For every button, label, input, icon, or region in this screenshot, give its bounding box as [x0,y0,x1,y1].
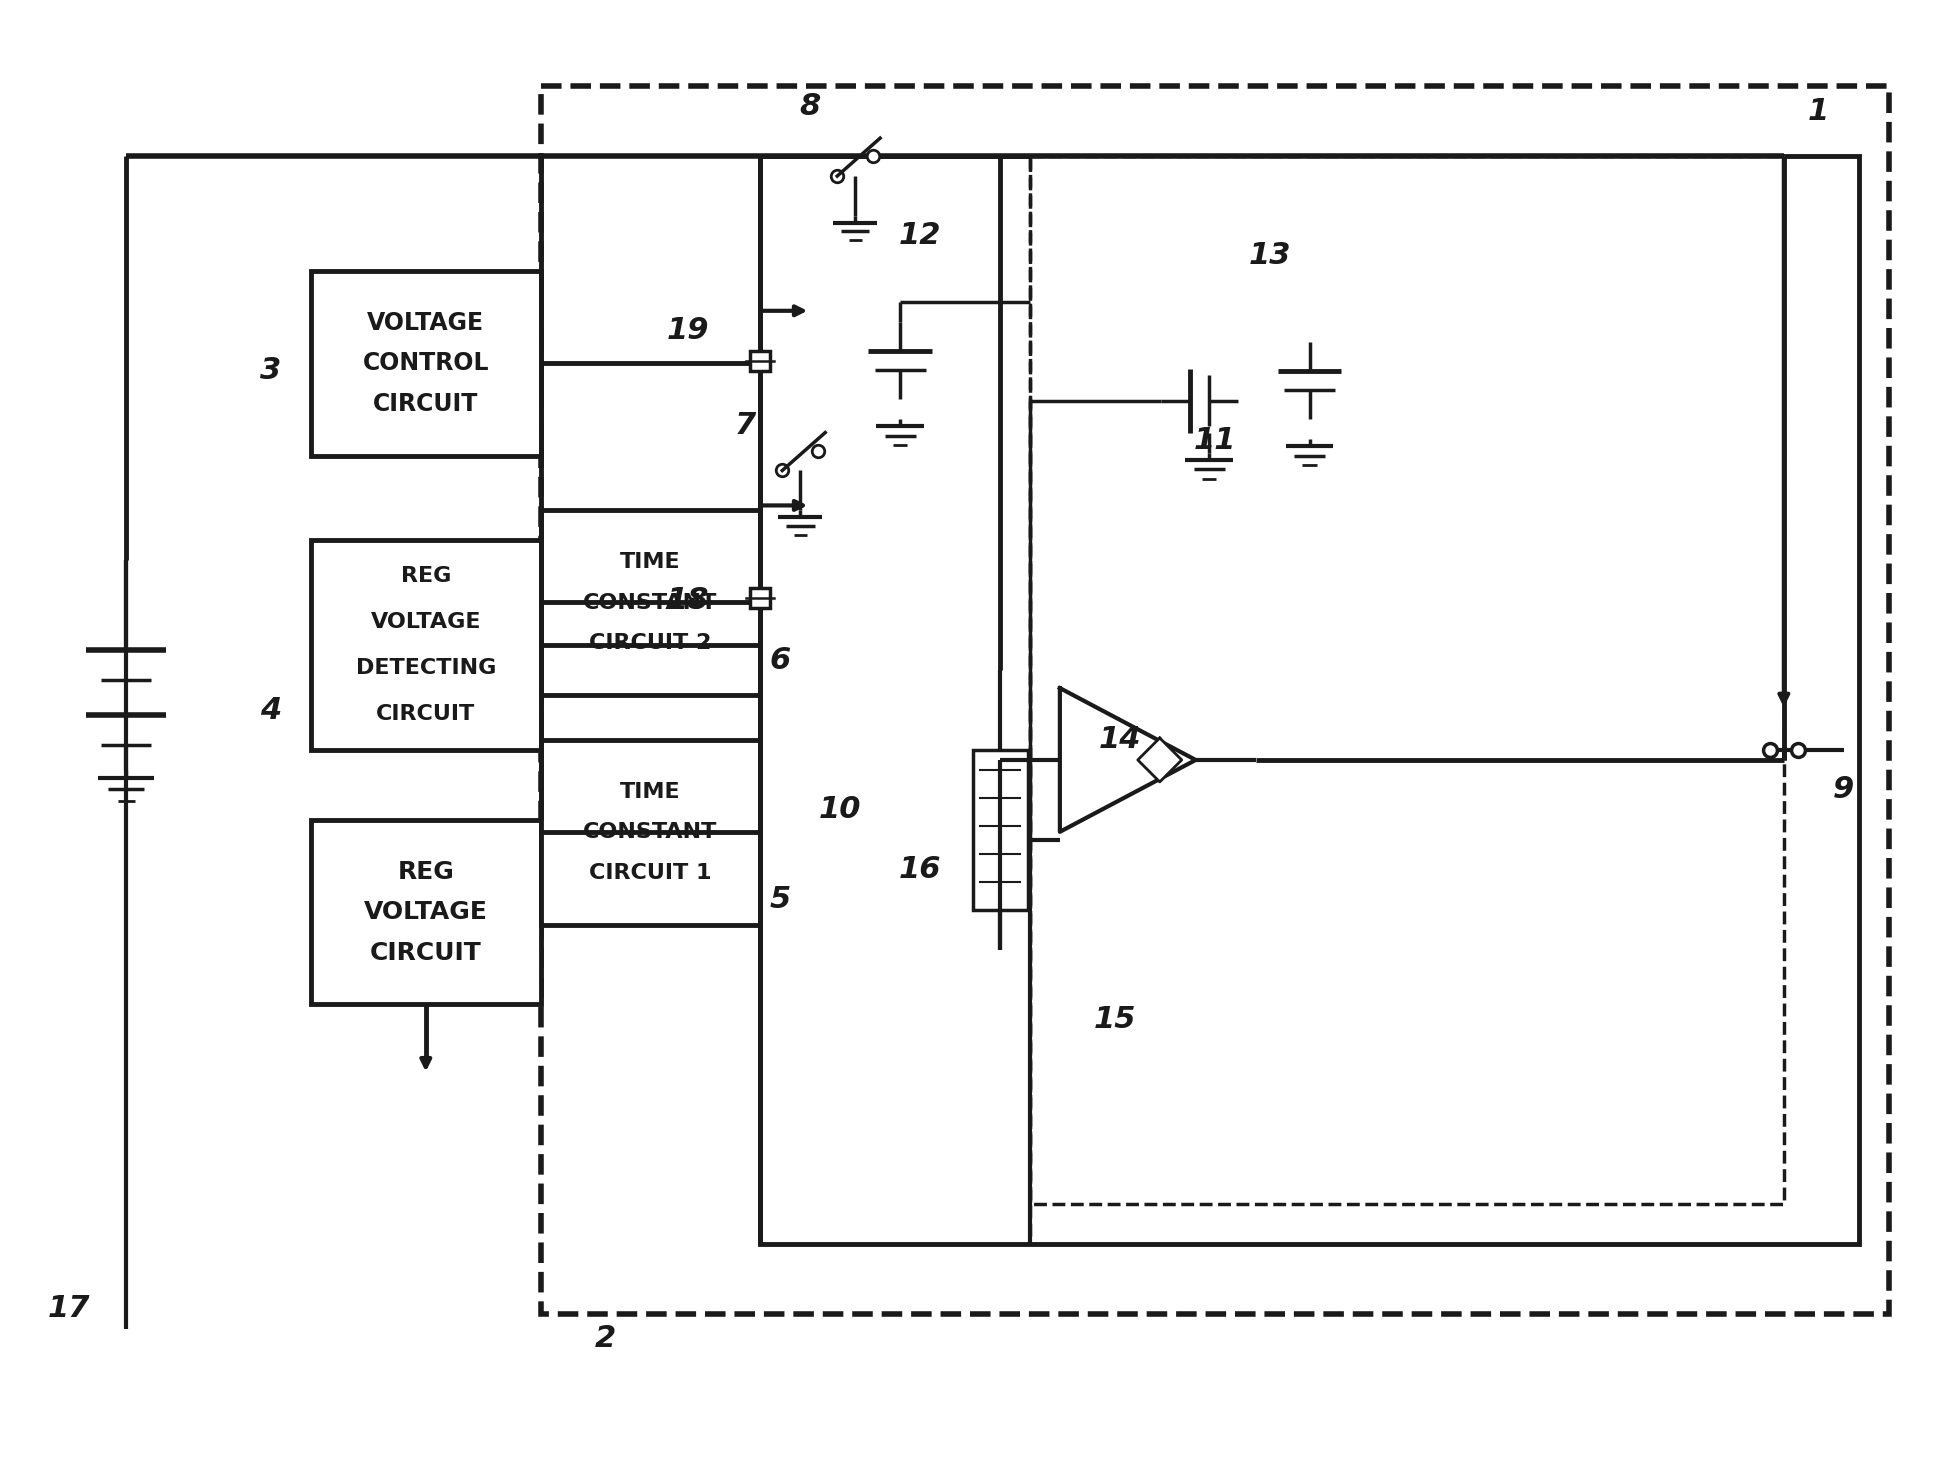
Text: CIRCUIT 1: CIRCUIT 1 [589,863,712,883]
Text: CONTROL: CONTROL [363,351,489,376]
Bar [540,86,1890,1314]
Text: TIME: TIME [620,553,681,572]
Text: 14: 14 [1098,725,1141,754]
Text: CIRCUIT: CIRCUIT [376,705,476,724]
Text: VOLTAGE: VOLTAGE [365,901,488,924]
Bar [540,740,760,924]
Bar [1030,156,1784,1205]
Bar [310,820,540,1004]
Text: 8: 8 [800,92,821,121]
Text: VOLTAGE: VOLTAGE [370,613,482,632]
Text: REG: REG [400,566,450,586]
Text: 17: 17 [49,1294,90,1323]
Polygon shape [1061,689,1195,832]
Text: 19: 19 [667,316,710,345]
Bar [310,541,540,750]
Bar [540,510,760,694]
Text: VOLTAGE: VOLTAGE [367,310,484,335]
Bar [310,270,540,456]
Text: 1: 1 [1808,96,1829,126]
Text: 12: 12 [899,221,942,250]
Text: 13: 13 [1248,241,1291,270]
Text: TIME: TIME [620,782,681,801]
Bar [973,750,1028,909]
Text: CONSTANT: CONSTANT [583,592,718,613]
Text: DETECTING: DETECTING [355,658,495,678]
Text: 9: 9 [1833,775,1854,804]
Text: 5: 5 [770,885,792,914]
Text: 16: 16 [899,855,942,885]
Text: CIRCUIT: CIRCUIT [372,392,478,415]
Text: CIRCUIT: CIRCUIT [370,940,482,965]
Text: 4: 4 [261,696,281,725]
Text: CIRCUIT 2: CIRCUIT 2 [589,633,712,654]
Text: REG: REG [398,860,454,883]
Text: 11: 11 [1193,425,1236,455]
Polygon shape [1137,738,1182,782]
Text: CONSTANT: CONSTANT [583,822,718,842]
Text: 10: 10 [819,795,862,825]
Text: 3: 3 [261,357,281,385]
Text: 6: 6 [770,646,792,674]
Text: 2: 2 [595,1325,616,1354]
Text: 18: 18 [667,586,710,614]
Bar [760,156,1858,1244]
Text: 7: 7 [735,411,757,440]
Text: 15: 15 [1094,1004,1137,1034]
